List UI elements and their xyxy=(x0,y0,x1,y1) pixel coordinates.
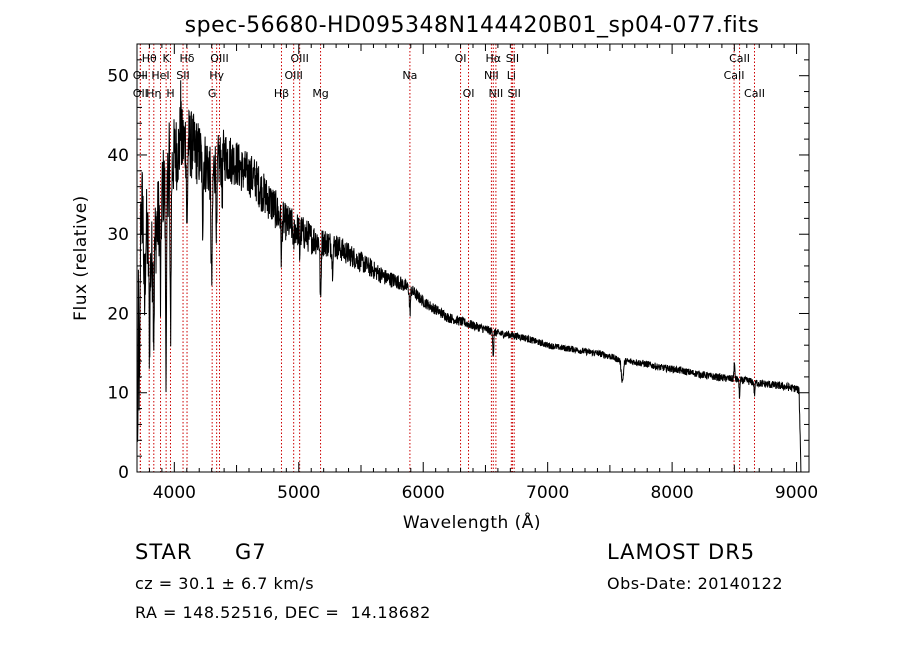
line-marker-label: CaII xyxy=(744,87,765,100)
y-tick-label: 30 xyxy=(107,225,129,245)
x-axis-label: Wavelength (Å) xyxy=(403,511,541,533)
x-tick-label: 4000 xyxy=(153,483,196,503)
line-marker-label: Hη xyxy=(146,87,161,100)
line-marker-label: HeI xyxy=(151,69,169,82)
line-marker-label: CaII xyxy=(724,69,745,82)
line-marker-label: NII xyxy=(489,87,504,100)
plot-frame xyxy=(136,43,810,473)
x-tick-label: 7000 xyxy=(526,483,569,503)
line-marker-label: Hθ xyxy=(142,52,157,65)
chart-title: spec-56680-HD095348N144420B01_sp04-077.f… xyxy=(185,13,760,38)
line-marker-label: H xyxy=(166,87,174,100)
y-tick-label: 0 xyxy=(118,463,129,483)
line-marker-label: SII xyxy=(176,69,189,82)
coordinates-text: RA = 148.52516, DEC = 14.18682 xyxy=(135,603,431,622)
line-marker-label: K xyxy=(163,52,171,65)
line-marker-label: G xyxy=(208,87,217,100)
line-marker-label: OI xyxy=(455,52,467,65)
x-tick-label: 8000 xyxy=(650,483,693,503)
line-markers xyxy=(139,44,755,472)
line-marker-label: NII xyxy=(484,69,499,82)
line-marker-label: OIII xyxy=(210,52,228,65)
line-marker-label: Hα xyxy=(486,52,502,65)
line-marker-label: SII xyxy=(507,87,520,100)
line-marker-label: OIII xyxy=(284,69,302,82)
y-tick-label: 10 xyxy=(107,384,129,404)
line-marker-label: OII xyxy=(133,87,148,100)
line-marker-label: Na xyxy=(402,69,417,82)
y-tick-label: 20 xyxy=(107,304,129,324)
subclass: G7 xyxy=(235,540,267,564)
line-marker-label: OI xyxy=(463,87,475,100)
y-tick-label: 40 xyxy=(107,146,129,166)
y-axis-ticks: 0 10 20 30 40 50 xyxy=(107,43,809,483)
x-tick-label: 5000 xyxy=(277,483,320,503)
line-marker-label: SII xyxy=(506,52,519,65)
line-marker-label: Li xyxy=(507,69,516,82)
y-tick-label: 50 xyxy=(107,67,129,87)
line-marker-label: Hγ xyxy=(209,69,224,82)
survey-name: LAMOST DR5 xyxy=(607,540,756,564)
line-marker-label: Hδ xyxy=(180,52,195,65)
line-marker-label: CaII xyxy=(729,52,750,65)
line-marker-label: OIII xyxy=(290,52,308,65)
obs-date-text: Obs-Date: 20140122 xyxy=(607,574,784,593)
y-axis-label: Flux (relative) xyxy=(71,195,91,321)
x-axis-ticks: 4000 5000 6000 7000 8000 9000 xyxy=(136,44,818,503)
spectrum-line xyxy=(137,80,802,473)
redshift-text: cz = 30.1 ± 6.7 km/s xyxy=(135,574,315,593)
line-marker-label: Mg xyxy=(312,87,328,100)
line-marker-label: Hβ xyxy=(274,87,289,100)
x-tick-label: 6000 xyxy=(402,483,445,503)
x-tick-label: 9000 xyxy=(775,483,818,503)
object-type: STAR xyxy=(135,540,193,564)
